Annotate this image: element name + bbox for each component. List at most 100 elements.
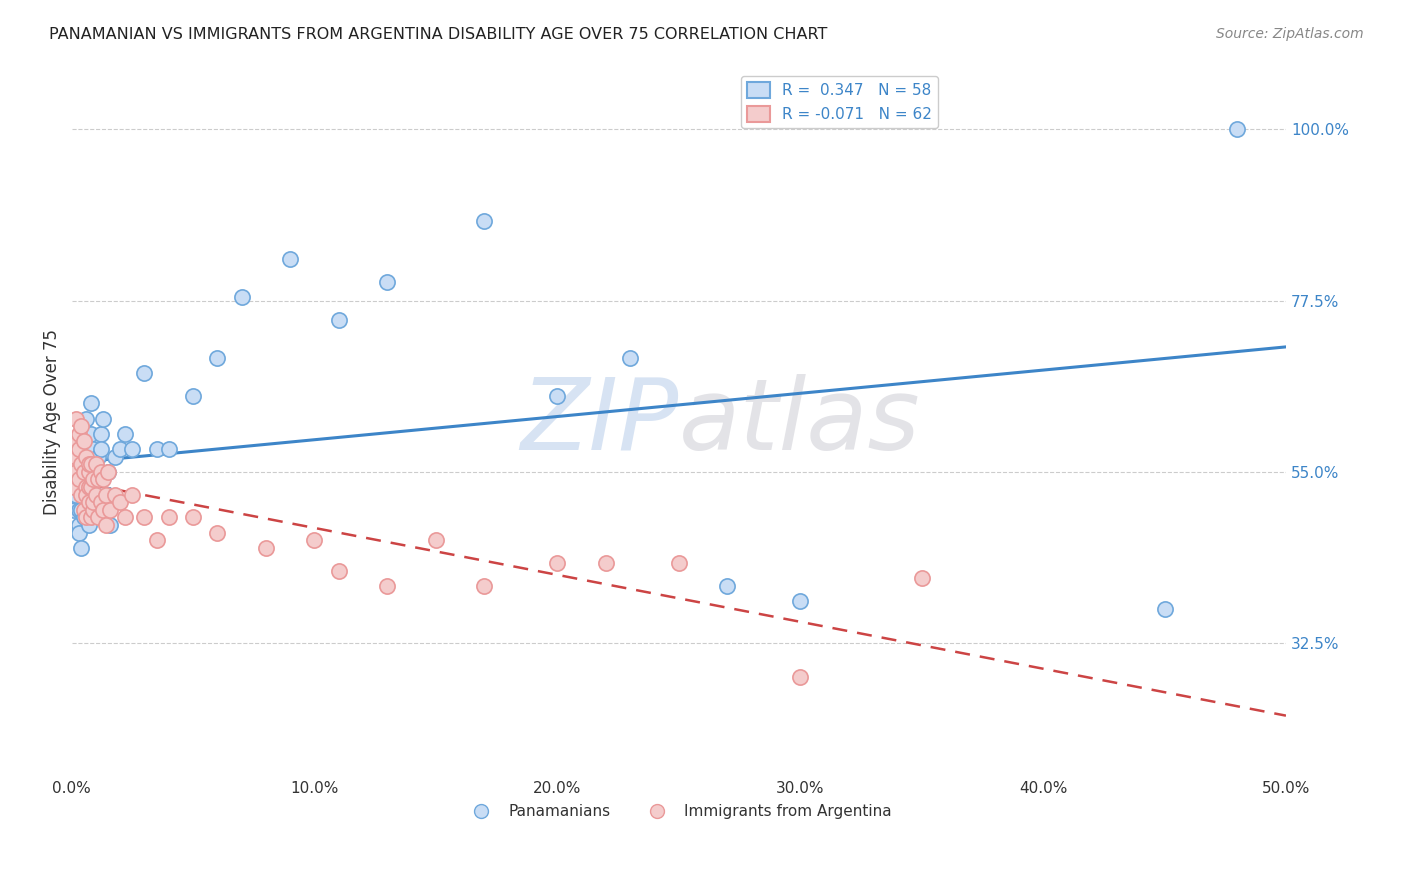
Point bbox=[1226, 122, 1249, 136]
Point bbox=[73, 465, 96, 479]
Text: ZIP: ZIP bbox=[520, 374, 679, 471]
Point bbox=[619, 351, 641, 365]
Point bbox=[90, 465, 112, 479]
Point bbox=[474, 213, 496, 227]
Point bbox=[910, 571, 932, 585]
Point bbox=[328, 312, 350, 326]
Point bbox=[80, 426, 103, 441]
Point bbox=[67, 518, 90, 533]
Point bbox=[91, 503, 114, 517]
Point bbox=[181, 389, 204, 403]
Point bbox=[84, 488, 107, 502]
Point bbox=[70, 488, 93, 502]
Point bbox=[67, 442, 90, 456]
Point bbox=[91, 472, 114, 486]
Point bbox=[77, 503, 100, 517]
Point bbox=[304, 533, 326, 548]
Point bbox=[75, 503, 97, 517]
Point bbox=[474, 579, 496, 593]
Point bbox=[67, 426, 90, 441]
Point bbox=[80, 510, 103, 524]
Point bbox=[63, 457, 86, 471]
Point bbox=[108, 442, 131, 456]
Point bbox=[77, 457, 100, 471]
Point bbox=[546, 389, 568, 403]
Point bbox=[425, 533, 447, 548]
Point bbox=[70, 503, 93, 517]
Point bbox=[134, 510, 156, 524]
Point bbox=[94, 518, 117, 533]
Point bbox=[207, 525, 229, 540]
Point bbox=[65, 457, 87, 471]
Point bbox=[87, 472, 110, 486]
Point bbox=[94, 488, 117, 502]
Point bbox=[65, 472, 87, 486]
Point bbox=[63, 503, 86, 517]
Point bbox=[80, 450, 103, 464]
Point bbox=[84, 472, 107, 486]
Point bbox=[87, 450, 110, 464]
Point bbox=[375, 579, 398, 593]
Text: PANAMANIAN VS IMMIGRANTS FROM ARGENTINA DISABILITY AGE OVER 75 CORRELATION CHART: PANAMANIAN VS IMMIGRANTS FROM ARGENTINA … bbox=[49, 27, 828, 42]
Point bbox=[82, 495, 104, 509]
Point bbox=[77, 518, 100, 533]
Y-axis label: Disability Age Over 75: Disability Age Over 75 bbox=[44, 329, 60, 516]
Point bbox=[75, 510, 97, 524]
Point bbox=[75, 450, 97, 464]
Point bbox=[73, 510, 96, 524]
Point bbox=[84, 503, 107, 517]
Point bbox=[278, 252, 301, 266]
Legend: Panamanians, Immigrants from Argentina: Panamanians, Immigrants from Argentina bbox=[460, 798, 898, 825]
Point bbox=[73, 488, 96, 502]
Point bbox=[82, 503, 104, 517]
Point bbox=[82, 472, 104, 486]
Point bbox=[1153, 601, 1175, 615]
Text: atlas: atlas bbox=[679, 374, 921, 471]
Point bbox=[80, 396, 103, 410]
Point bbox=[63, 480, 86, 494]
Point bbox=[97, 465, 120, 479]
Point bbox=[73, 426, 96, 441]
Point bbox=[97, 488, 120, 502]
Point bbox=[668, 556, 690, 570]
Point bbox=[108, 495, 131, 509]
Point bbox=[67, 480, 90, 494]
Point bbox=[134, 366, 156, 380]
Point bbox=[254, 541, 277, 555]
Point bbox=[73, 465, 96, 479]
Point bbox=[157, 510, 180, 524]
Point bbox=[63, 488, 86, 502]
Point bbox=[84, 488, 107, 502]
Point bbox=[97, 465, 120, 479]
Point bbox=[789, 670, 811, 684]
Point bbox=[75, 465, 97, 479]
Point bbox=[77, 480, 100, 494]
Point bbox=[77, 495, 100, 509]
Point bbox=[90, 426, 112, 441]
Point bbox=[231, 290, 253, 304]
Point bbox=[65, 465, 87, 479]
Point bbox=[145, 533, 167, 548]
Point bbox=[100, 518, 122, 533]
Point bbox=[121, 442, 143, 456]
Point bbox=[77, 480, 100, 494]
Point bbox=[114, 510, 136, 524]
Point bbox=[90, 495, 112, 509]
Point bbox=[65, 411, 87, 425]
Point bbox=[75, 488, 97, 502]
Point bbox=[91, 411, 114, 425]
Point bbox=[80, 457, 103, 471]
Point bbox=[70, 419, 93, 434]
Point bbox=[121, 488, 143, 502]
Point bbox=[67, 525, 90, 540]
Point bbox=[90, 442, 112, 456]
Point bbox=[65, 434, 87, 449]
Point bbox=[595, 556, 617, 570]
Point bbox=[789, 594, 811, 608]
Point bbox=[100, 503, 122, 517]
Point bbox=[65, 488, 87, 502]
Point bbox=[73, 442, 96, 456]
Text: Source: ZipAtlas.com: Source: ZipAtlas.com bbox=[1216, 27, 1364, 41]
Point bbox=[77, 465, 100, 479]
Point bbox=[80, 480, 103, 494]
